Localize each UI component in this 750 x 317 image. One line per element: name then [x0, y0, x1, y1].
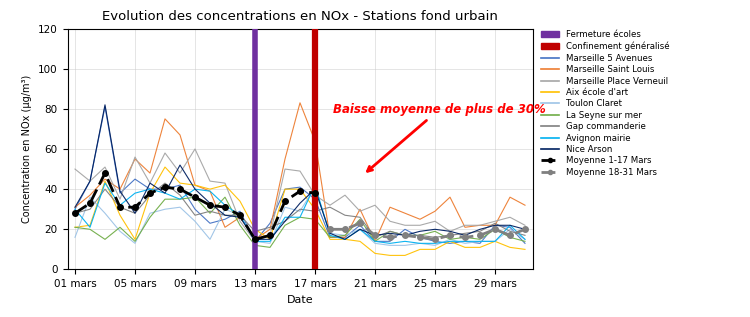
Text: Baisse moyenne de plus de 30%: Baisse moyenne de plus de 30% [333, 103, 546, 171]
Title: Evolution des concentrations en NOx - Stations fond urbain: Evolution des concentrations en NOx - St… [102, 10, 498, 23]
X-axis label: Date: Date [286, 295, 314, 305]
Legend: Fermeture écoles, Confinement généralisé, Marseille 5 Avenues, Marseille Saint L: Fermeture écoles, Confinement généralisé… [542, 30, 669, 177]
Y-axis label: Concentration en NOx (µg/m³): Concentration en NOx (µg/m³) [22, 75, 32, 223]
